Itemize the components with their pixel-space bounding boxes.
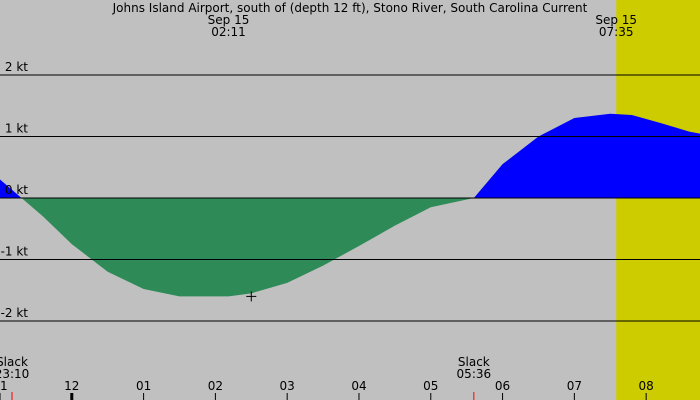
y-tick-label: 0 kt: [5, 183, 28, 197]
y-tick-label: 1 kt: [5, 122, 28, 136]
y-tick-label: -1 kt: [1, 245, 29, 259]
hour-tick-label: 05: [423, 379, 438, 393]
top-event-time: 02:11: [211, 25, 246, 39]
hour-tick-label: 12: [64, 379, 79, 393]
flood-area: [0, 113, 700, 198]
y-tick-label: 2 kt: [5, 60, 28, 74]
current-marker: [246, 291, 257, 302]
hour-tick-label: 08: [639, 379, 654, 393]
bottom-event-time: 05:36: [457, 367, 492, 381]
chart-title: Johns Island Airport, south of (depth 12…: [112, 1, 588, 15]
top-event-time: 07:35: [599, 25, 634, 39]
current-curve: [0, 113, 700, 297]
gridlines: [0, 74, 700, 322]
hour-tick-label: 11: [0, 379, 8, 393]
bottom-event-time: 23:10: [0, 367, 29, 381]
hour-tick-label: 07: [567, 379, 582, 393]
y-axis-ticks: 2 kt 1 kt 0 kt -1 kt -2 kt: [1, 60, 29, 320]
daylight-band: [616, 0, 700, 400]
hour-tick-label: 06: [495, 379, 510, 393]
bottom-event-name: Slack: [0, 355, 28, 369]
hour-axis: 11 12 01 02 03 04 05 06 07 08: [0, 379, 654, 400]
hour-tick-label: 04: [351, 379, 366, 393]
ebb-area: [0, 198, 700, 297]
top-event-date: Sep 15: [595, 13, 637, 27]
top-event-date: Sep 15: [208, 13, 250, 27]
bottom-event-name: Slack: [458, 355, 490, 369]
bottom-event-labels: Slack23:10Slack05:36Mrise11:34Slack11:58…: [0, 355, 492, 400]
y-tick-label: -2 kt: [1, 306, 29, 320]
hour-tick-label: 02: [208, 379, 223, 393]
hour-tick-label: 01: [136, 379, 151, 393]
hour-tick-label: 03: [280, 379, 295, 393]
